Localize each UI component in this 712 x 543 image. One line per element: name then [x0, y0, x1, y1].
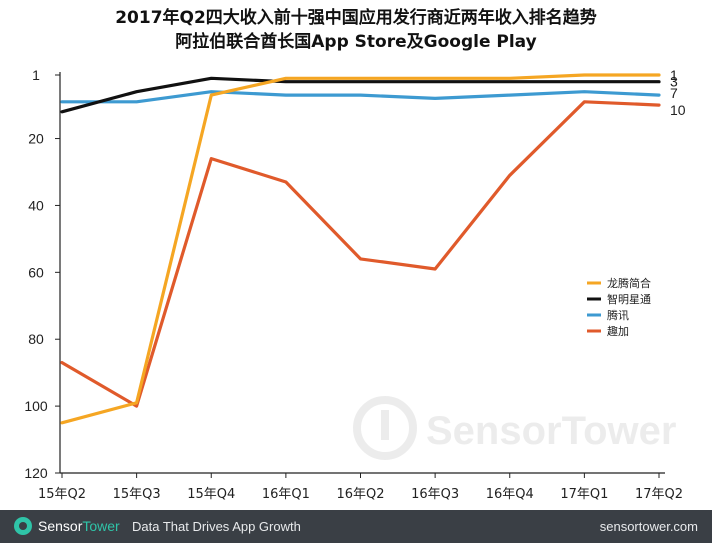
series-end-label: 10	[670, 102, 686, 118]
chart-title-line2: 阿拉伯联合酋长国App Store及Google Play	[175, 32, 537, 52]
footer-site-link[interactable]: sensortower.com	[599, 519, 698, 534]
series-end-label: 1	[670, 67, 678, 83]
legend-label: 趣加	[607, 324, 629, 338]
legend-label: 龙腾简合	[607, 276, 651, 290]
y-tick-label: 60	[28, 264, 44, 280]
footer-brand: SensorTower	[14, 517, 120, 535]
sensortower-logo-icon	[14, 517, 32, 535]
x-tick-label: 16年Q3	[411, 487, 459, 502]
watermark-text: SensorTower	[426, 409, 676, 453]
series-line-0	[60, 73, 661, 425]
y-tick-label: 100	[24, 398, 48, 414]
watermark-logo-stem	[381, 410, 389, 440]
series-line-1	[60, 76, 661, 114]
y-tick-label: 120	[24, 465, 48, 481]
y-tick-label: 20	[28, 131, 44, 147]
x-tick-label: 16年Q2	[336, 487, 384, 502]
watermark-logo-icon	[353, 396, 417, 460]
x-tick-label: 15年Q4	[187, 487, 235, 502]
x-tick-label: 15年Q3	[113, 487, 161, 502]
x-tick-label: 17年Q2	[635, 487, 683, 502]
chart-title: 2017年Q2四大收入前十强中国应用发行商近两年收入排名趋势 阿拉伯联合酋长国A…	[0, 6, 712, 54]
y-tick-label: 1	[32, 67, 40, 83]
legend-label: 智明星通	[607, 292, 651, 306]
series-lines	[60, 73, 661, 425]
series-end-label: 3	[670, 74, 678, 90]
sensortower-watermark: SensorTower	[353, 396, 676, 460]
x-tick-label: 16年Q4	[486, 487, 534, 502]
x-tick-label: 15年Q2	[38, 487, 86, 502]
brand-suffix: Tower	[82, 518, 120, 534]
series-end-label: 7	[670, 85, 678, 101]
x-tick-label: 16年Q1	[262, 487, 310, 502]
brand-prefix: Sensor	[38, 518, 83, 534]
footer-tagline: Data That Drives App Growth	[132, 519, 301, 534]
series-line-3	[60, 100, 661, 408]
legend-label: 腾讯	[607, 308, 629, 322]
y-tick-label: 40	[28, 197, 44, 213]
brand-name: SensorTower	[38, 518, 120, 534]
y-tick-label: 80	[28, 331, 44, 347]
chart-title-line1: 2017年Q2四大收入前十强中国应用发行商近两年收入排名趋势	[115, 8, 597, 28]
footer-bar: SensorTower Data That Drives App Growth …	[0, 510, 712, 543]
x-tick-label: 17年Q1	[560, 487, 608, 502]
series-line-2	[60, 90, 661, 104]
